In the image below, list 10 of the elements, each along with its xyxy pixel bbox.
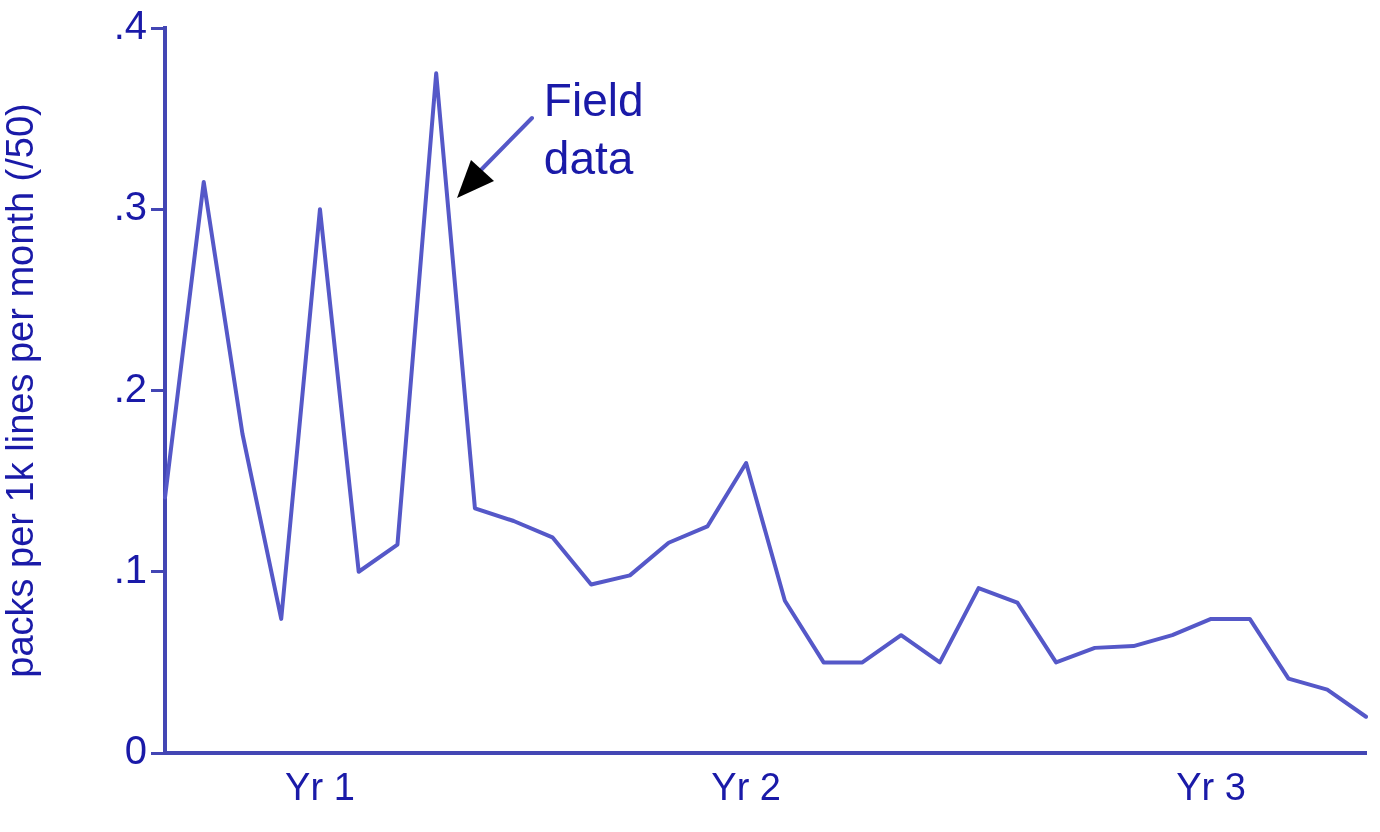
y-tick-label: .4	[113, 3, 147, 48]
y-axis-title: packs per 1k lines per month (/50)	[0, 103, 42, 678]
x-tick-label: Yr 3	[1176, 766, 1246, 809]
y-tick-label: .2	[113, 365, 147, 410]
y-tick-label: .3	[113, 184, 147, 229]
annotation: Field data	[543, 74, 644, 185]
x-tick-label: Yr 1	[285, 766, 355, 809]
x-tick-label: Yr 2	[711, 766, 781, 809]
y-tick-label: 0	[124, 728, 147, 773]
y-tick-label: .1	[113, 546, 147, 591]
